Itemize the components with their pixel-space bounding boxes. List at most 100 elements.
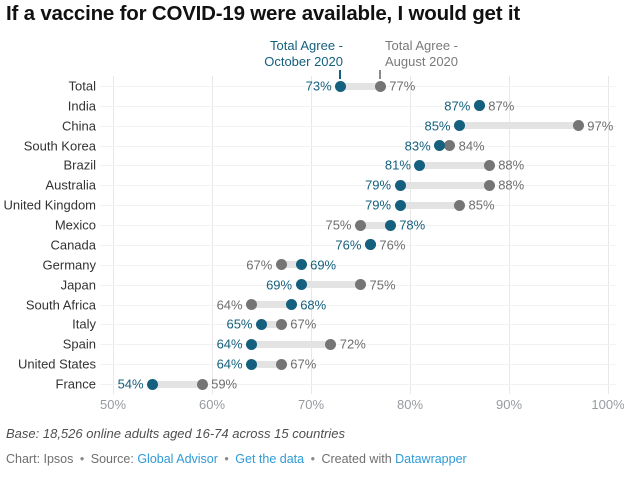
dot-october [394, 199, 406, 211]
row-label-australia: Australia [45, 177, 96, 193]
dot-october [335, 80, 347, 92]
row-gridline [100, 384, 616, 386]
value-label-october: 68% [300, 297, 327, 313]
dot-august [355, 279, 366, 291]
value-label-october: 79% [365, 177, 392, 193]
value-label-october: 64% [216, 336, 243, 352]
value-label-october: 85% [424, 118, 451, 134]
value-label-october: 81% [384, 157, 411, 173]
dot-october [246, 338, 258, 350]
row-label-brazil: Brazil [63, 157, 96, 173]
dot-august [275, 358, 287, 370]
value-label-august: 88% [498, 157, 525, 173]
value-label-october: 83% [404, 138, 431, 154]
range-connector [400, 201, 460, 209]
row-label-united-kingdom: United Kingdom [3, 197, 97, 213]
gridline-90% [508, 76, 510, 394]
range-connector [301, 281, 361, 289]
row-label-india: India [67, 98, 96, 114]
row-gridline [100, 264, 616, 266]
value-label-august: 67% [290, 316, 317, 332]
row-gridline [100, 244, 616, 246]
gridline-60% [211, 76, 213, 394]
legend-august-line1: Total Agree - [385, 38, 458, 53]
value-label-august: 67% [246, 257, 273, 273]
row-label-spain: Spain [62, 336, 96, 352]
legend-october-pointer-line [339, 70, 341, 79]
dot-october [364, 239, 376, 251]
dot-october [295, 279, 307, 291]
row-gridline [100, 105, 616, 107]
range-connector [419, 161, 490, 169]
gridline-70% [310, 76, 312, 394]
row-label-france: France [55, 376, 96, 392]
legend-october-line2: October 2020 [264, 54, 343, 69]
row-gridline [100, 344, 616, 346]
dot-august [325, 338, 337, 350]
row-gridline [100, 304, 616, 306]
row-gridline [100, 165, 616, 167]
dot-october [147, 378, 159, 390]
row-label-total: Total [68, 78, 96, 94]
datawrapper-link[interactable]: Datawrapper [395, 452, 467, 466]
row-gridline [100, 185, 616, 187]
dot-august [454, 199, 465, 211]
dot-august [483, 159, 495, 171]
row-label-south-korea: South Korea [23, 138, 96, 154]
value-label-august: 88% [498, 177, 525, 193]
gridline-100% [607, 76, 609, 394]
source-link[interactable]: Global Advisor [137, 452, 218, 466]
dot-october [246, 358, 258, 370]
range-connector [251, 360, 282, 368]
chart-credit: Chart: Ipsos [6, 452, 74, 466]
dot-october [434, 140, 446, 152]
gridline-80% [409, 76, 411, 394]
dot-october [394, 179, 406, 191]
range-connector [251, 301, 292, 309]
x-tick-label-90%: 90% [495, 397, 523, 412]
dot-october [384, 219, 396, 231]
value-label-october: 69% [310, 257, 337, 273]
value-label-october: 54% [117, 376, 144, 392]
dot-august [275, 259, 287, 271]
get-the-data-link[interactable]: Get the data [235, 452, 305, 466]
range-connector [459, 122, 579, 130]
chart-title: If a vaccine for COVID-19 were available… [6, 2, 520, 25]
value-label-august: 64% [216, 297, 243, 313]
row-label-japan: Japan [60, 277, 96, 293]
value-label-october: 65% [226, 316, 253, 332]
value-label-october: 78% [399, 217, 426, 233]
dot-august [374, 80, 386, 92]
value-label-october: 64% [216, 356, 243, 372]
legend-october-line1: Total Agree - [270, 38, 343, 53]
dot-october [473, 100, 485, 112]
value-label-august: 84% [458, 138, 485, 154]
legend-october-label: Total Agree - October 2020 [183, 38, 343, 70]
dot-october [414, 159, 426, 171]
value-label-august: 59% [211, 376, 238, 392]
value-label-august: 85% [468, 197, 495, 213]
value-label-august: 75% [369, 277, 396, 293]
value-label-october: 76% [335, 237, 362, 253]
row-gridline [100, 324, 616, 326]
dot-october [295, 259, 307, 271]
row-label-south-africa: South Africa [25, 297, 96, 313]
dot-august [444, 140, 456, 152]
legend-august-line2: August 2020 [385, 54, 459, 69]
dot-august [483, 179, 495, 191]
dot-october [256, 318, 267, 330]
value-label-october: 69% [266, 277, 293, 293]
base-note: Base: 18,526 online adults aged 16-74 ac… [6, 426, 345, 441]
attribution-line: Chart: Ipsos • Source: Global Advisor • … [6, 452, 467, 466]
range-connector [400, 181, 490, 189]
value-label-august: 87% [488, 98, 515, 114]
range-connector [261, 320, 282, 328]
row-gridline [100, 364, 616, 366]
row-label-united-states: United States [17, 356, 96, 372]
value-label-august: 72% [339, 336, 366, 352]
gridline-50% [112, 76, 114, 394]
row-gridline [100, 145, 616, 147]
value-label-august: 77% [389, 78, 416, 94]
separator-dot: • [79, 452, 85, 466]
